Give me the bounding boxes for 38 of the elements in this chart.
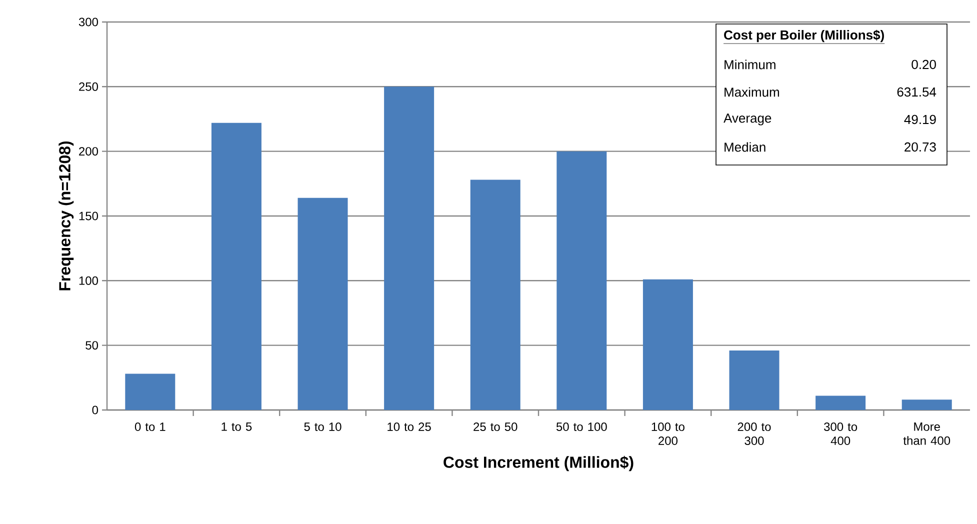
y-tick-label: 50 [86,341,98,350]
bar [902,400,952,410]
bar [729,350,780,410]
x-tick-label: 0 to 1 [134,422,166,432]
y-tick-label: 300 [78,18,98,26]
bar [211,122,262,410]
bar [125,374,176,410]
bar [642,279,693,410]
annotation: Average [724,114,772,126]
bar [470,180,520,410]
y-axis-title: Frequency (n=1208) [58,141,74,290]
y-tick-label: 200 [79,147,98,156]
y-tick-label: 100 [79,276,98,285]
annotation: 0.20 [912,60,936,70]
y-tick-label: 150 [79,212,98,220]
bar [816,396,866,410]
annotation: 49.19 [904,114,936,124]
x-tick-label: 25 to 50 [474,422,518,432]
x-tick-label: 300 to 400 [824,422,858,446]
annotation: Minimum [724,60,776,70]
x-tick-label: 5 to 10 [304,422,342,432]
annotation: 631.54 [897,87,936,97]
y-tick-label: 250 [79,82,98,91]
y-tick-label: 0 [92,406,98,414]
x-tick-label: 1 to 5 [222,422,252,431]
bar [384,86,434,410]
x-tick-label: 10 to 25 [388,422,431,432]
annotation: 20.73 [904,142,936,152]
x-axis-title: Cost Increment (Million$) [444,456,634,472]
x-tick-label: 200 to 300 [738,422,771,446]
bar [298,198,348,410]
annotation: Cost per Boiler (Millions$) [724,30,884,42]
annotation: Maximum [724,87,780,97]
x-tick-label: 50 to 100 [556,422,607,432]
annotation: Median [724,142,766,152]
x-tick-label: 100 to 200 [652,422,684,446]
x-tick-label: More than 400 [903,422,950,445]
bar [556,151,607,410]
